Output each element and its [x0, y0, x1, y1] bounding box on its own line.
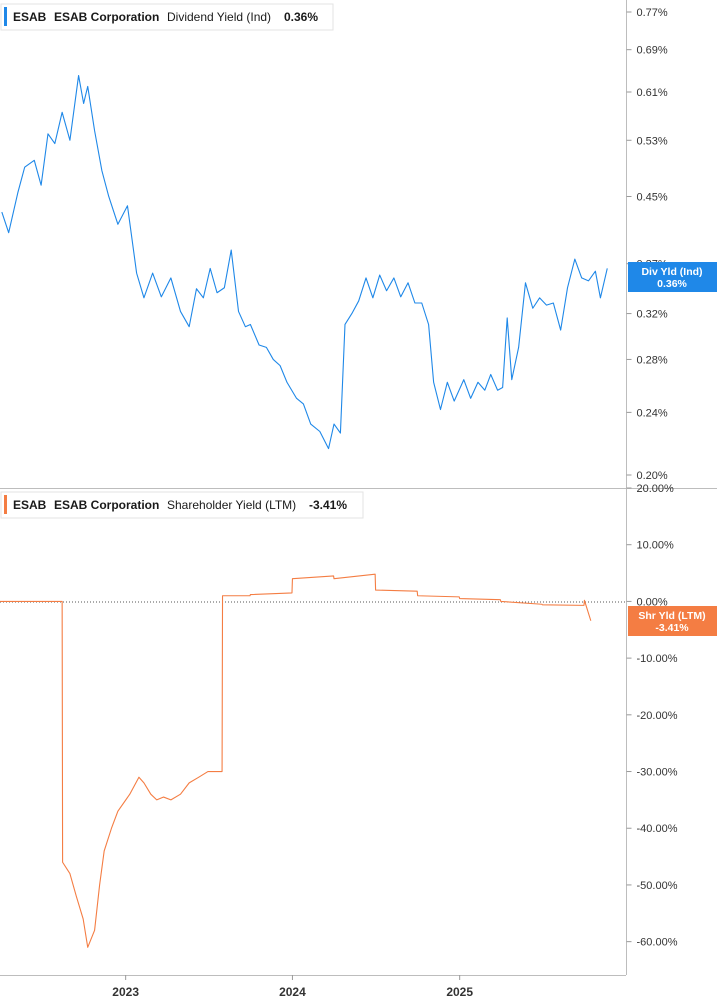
y-tick-label: 0.20% [637, 470, 668, 482]
legend-box [0, 3, 334, 31]
legend-swatch [4, 495, 7, 514]
y-tick-label: -60.00% [637, 937, 678, 949]
legend-dividend: ESAB ESAB Corporation Dividend Yield (In… [0, 3, 334, 31]
y-tick-label: 0.24% [637, 407, 668, 419]
dividend-yield-line [1, 74, 608, 450]
badge-label: Div Yld (Ind) [641, 266, 702, 278]
shareholder-yield-line [0, 573, 592, 948]
y-axis-ticks-dividend: 0.77%0.69%0.61%0.53%0.45%0.37%0.32%0.28%… [626, 7, 668, 482]
legend-company: ESAB Corporation [54, 498, 159, 512]
y-tick-label: 10.00% [637, 540, 675, 552]
x-axis-ticks: 2023 2024 2025 [112, 975, 473, 999]
x-tick-label: 2023 [112, 985, 139, 999]
badge-value: 0.36% [657, 278, 687, 290]
legend-swatch [4, 7, 7, 26]
legend-shareholder: ESAB ESAB Corporation Shareholder Yield … [0, 491, 364, 519]
badge-value: -3.41% [655, 622, 689, 634]
shareholder-series-group [0, 573, 592, 948]
y-tick-label: 0.69% [637, 45, 668, 57]
legend-ticker: ESAB [13, 10, 47, 24]
x-tick-label: 2025 [446, 985, 473, 999]
y-tick-label: 0.45% [637, 191, 668, 203]
y-tick-label: 0.00% [637, 596, 668, 608]
y-axis-ticks-shareholder: 20.00% 10.00% 0.00% -10.00% -20.00% -30.00% -4… [626, 483, 678, 949]
dividend-series-group [1, 74, 608, 450]
y-tick-label: 0.28% [637, 354, 668, 366]
y-tick-label: 0.61% [637, 87, 668, 99]
y-tick-label: -30.00% [637, 767, 678, 779]
legend-ticker: ESAB [13, 498, 47, 512]
y-tick-label: -20.00% [637, 710, 678, 722]
legend-metric: Dividend Yield (Ind) [167, 10, 271, 24]
badge-background [628, 262, 717, 292]
badge-label: Shr Yld (LTM) [638, 610, 705, 622]
badge-shareholder: Shr Yld (LTM) -3.41% [628, 606, 717, 636]
x-tick-label: 2024 [279, 985, 306, 999]
legend-box [0, 491, 364, 519]
legend-company: ESAB Corporation [54, 10, 159, 24]
legend-metric: Shareholder Yield (LTM) [167, 498, 296, 512]
legend-value: 0.36% [284, 10, 318, 24]
y-tick-label: 0.53% [637, 135, 668, 147]
y-tick-label: -40.00% [637, 823, 678, 835]
badge-background [628, 606, 717, 636]
y-tick-label: 0.32% [637, 309, 668, 321]
y-tick-label: 0.77% [637, 7, 668, 19]
y-tick-label: -10.00% [637, 653, 678, 665]
badge-dividend: Div Yld (Ind) 0.36% [628, 262, 717, 292]
legend-value: -3.41% [309, 498, 347, 512]
y-tick-label: -50.00% [637, 880, 678, 892]
y-tick-label: 20.00% [637, 483, 675, 495]
